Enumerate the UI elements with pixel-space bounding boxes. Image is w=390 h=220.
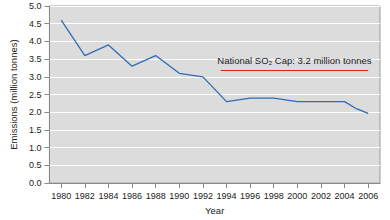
svg-text:1984: 1984 bbox=[98, 191, 118, 201]
svg-text:1998: 1998 bbox=[264, 191, 284, 201]
svg-text:1990: 1990 bbox=[169, 191, 189, 201]
svg-text:5.0: 5.0 bbox=[29, 1, 42, 11]
svg-text:1996: 1996 bbox=[240, 191, 260, 201]
svg-text:1980: 1980 bbox=[51, 191, 71, 201]
svg-text:2.0: 2.0 bbox=[29, 107, 42, 117]
svg-text:National SO₂ Cap: 3.2 million: National SO₂ Cap: 3.2 million tonnes bbox=[217, 55, 371, 66]
svg-text:3.0: 3.0 bbox=[29, 72, 42, 82]
svg-text:1988: 1988 bbox=[146, 191, 166, 201]
svg-text:1.0: 1.0 bbox=[29, 143, 42, 153]
svg-text:1.5: 1.5 bbox=[29, 125, 42, 135]
svg-text:2002: 2002 bbox=[311, 191, 331, 201]
svg-text:2.5: 2.5 bbox=[29, 90, 42, 100]
svg-text:0.0: 0.0 bbox=[29, 178, 42, 188]
svg-text:1994: 1994 bbox=[216, 191, 236, 201]
svg-text:4.5: 4.5 bbox=[29, 19, 42, 29]
svg-text:2006: 2006 bbox=[358, 191, 378, 201]
svg-text:1986: 1986 bbox=[122, 191, 142, 201]
svg-text:Emissions (million tonnes): Emissions (million tonnes) bbox=[8, 39, 19, 149]
svg-text:1982: 1982 bbox=[75, 191, 95, 201]
svg-text:2004: 2004 bbox=[335, 191, 355, 201]
svg-text:3.5: 3.5 bbox=[29, 54, 42, 64]
svg-text:0.5: 0.5 bbox=[29, 160, 42, 170]
svg-text:2000: 2000 bbox=[287, 191, 307, 201]
svg-text:4.0: 4.0 bbox=[29, 36, 42, 46]
svg-text:Year: Year bbox=[205, 205, 224, 216]
svg-text:1992: 1992 bbox=[193, 191, 213, 201]
